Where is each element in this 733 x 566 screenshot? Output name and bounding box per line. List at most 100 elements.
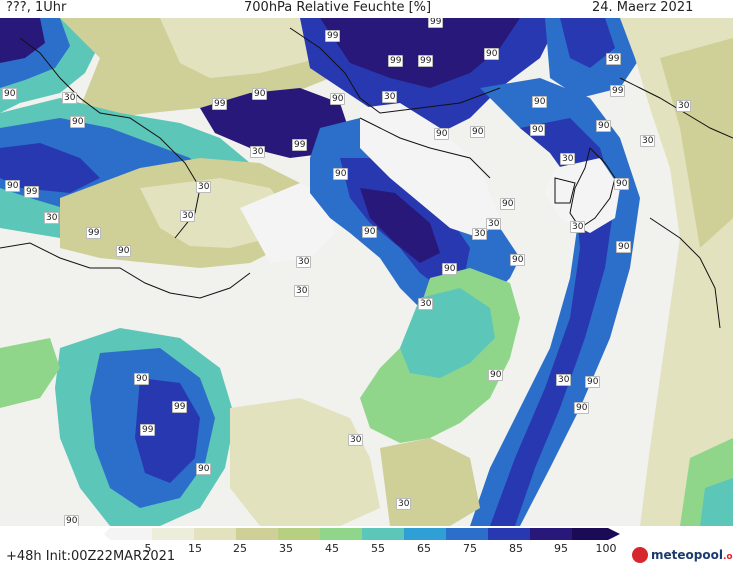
init-time-label: +48h Init:00Z22MAR2021 bbox=[6, 549, 176, 564]
contour-label: 90 bbox=[500, 198, 516, 210]
contour-label: 30 bbox=[348, 434, 364, 446]
humidity-region bbox=[230, 398, 380, 526]
contour-label: 90 bbox=[70, 116, 86, 128]
scale-swatch bbox=[446, 528, 488, 540]
contour-label: 90 bbox=[596, 120, 612, 132]
scale-tick: 75 bbox=[463, 542, 477, 555]
contour-label: 90 bbox=[614, 178, 630, 190]
color-scale-bar bbox=[104, 528, 620, 540]
humidity-field bbox=[0, 18, 733, 526]
scale-tick: 25 bbox=[233, 542, 247, 555]
scale-arrow-left bbox=[104, 528, 110, 540]
contour-label: 30 bbox=[296, 256, 312, 268]
contour-label: 90 bbox=[330, 93, 346, 105]
contour-label: 99 bbox=[325, 30, 341, 42]
contour-label: 30 bbox=[62, 92, 78, 104]
contour-label: 30 bbox=[560, 153, 576, 165]
humidity-region bbox=[660, 38, 733, 248]
contour-label: 30 bbox=[472, 228, 488, 240]
scale-swatch bbox=[362, 528, 404, 540]
scale-swatch bbox=[320, 528, 362, 540]
contour-label: 90 bbox=[134, 373, 150, 385]
contour-label: 30 bbox=[250, 146, 266, 158]
scale-swatch bbox=[152, 528, 194, 540]
humidity-region bbox=[700, 478, 733, 526]
contour-label: 90 bbox=[64, 515, 80, 526]
contour-label: 90 bbox=[616, 241, 632, 253]
humidity-region bbox=[560, 18, 615, 68]
contour-label: 99 bbox=[292, 139, 308, 151]
scale-tick: 85 bbox=[509, 542, 523, 555]
humidity-region bbox=[0, 338, 60, 408]
humidity-region bbox=[240, 183, 335, 263]
contour-label: 30 bbox=[196, 181, 212, 193]
contour-label: 90 bbox=[5, 180, 21, 192]
scale-swatch bbox=[488, 528, 530, 540]
valid-date: 24. Maerz 2021 bbox=[592, 0, 694, 15]
humidity-region bbox=[200, 88, 350, 158]
logo-text: meteopool.org bbox=[651, 548, 733, 562]
contour-label: 90 bbox=[196, 463, 212, 475]
humidity-region bbox=[400, 288, 495, 378]
contour-label: 99 bbox=[172, 401, 188, 413]
contour-label: 30 bbox=[556, 374, 572, 386]
contour-label: 30 bbox=[180, 210, 196, 222]
contour-label: 90 bbox=[488, 369, 504, 381]
scale-swatch bbox=[110, 528, 152, 540]
scale-tick: 55 bbox=[371, 542, 385, 555]
contour-label: 30 bbox=[294, 285, 310, 297]
model-run-label: ???, 1Uhr bbox=[6, 0, 67, 15]
contour-label: 90 bbox=[362, 226, 378, 238]
scale-swatch bbox=[194, 528, 236, 540]
contour-label: 30 bbox=[382, 91, 398, 103]
contour-label: 90 bbox=[442, 263, 458, 275]
contour-label: 30 bbox=[570, 221, 586, 233]
contour-label: 90 bbox=[574, 402, 590, 414]
contour-label: 30 bbox=[486, 218, 502, 230]
map-title: 700hPa Relative Feuchte [%] bbox=[244, 0, 432, 15]
contour-label: 90 bbox=[333, 168, 349, 180]
contour-label: 90 bbox=[532, 96, 548, 108]
humidity-region bbox=[360, 103, 500, 238]
contour-label: 99 bbox=[388, 55, 404, 67]
contour-label: 99 bbox=[418, 55, 434, 67]
coastlines bbox=[0, 27, 733, 329]
scale-tick: 95 bbox=[554, 542, 568, 555]
contour-label: 30 bbox=[396, 498, 412, 510]
contour-label: 30 bbox=[640, 135, 656, 147]
scale-tick: 5 bbox=[144, 542, 152, 555]
scale-tick: 100 bbox=[595, 542, 617, 555]
humidity-region bbox=[0, 143, 100, 193]
contour-label: 99 bbox=[140, 424, 156, 436]
contour-label: 90 bbox=[530, 124, 546, 136]
scale-tick: 15 bbox=[188, 542, 202, 555]
contour-label: 99 bbox=[610, 85, 626, 97]
contour-label: 90 bbox=[484, 48, 500, 60]
contour-label: 99 bbox=[606, 53, 622, 65]
scale-swatch bbox=[530, 528, 572, 540]
contour-label: 90 bbox=[2, 88, 18, 100]
scale-swatch bbox=[572, 528, 608, 540]
scale-swatch bbox=[278, 528, 320, 540]
legend-footer: 5 15 25 35 45 55 65 75 85 95 100 +48h In… bbox=[0, 526, 733, 566]
humidity-region bbox=[160, 18, 320, 78]
contour-label: 90 bbox=[510, 254, 526, 266]
humidity-map: 99 99 90 99 99 90 99 90 99 90 30 90 30 9… bbox=[0, 18, 733, 526]
contour-label: 90 bbox=[252, 88, 268, 100]
contour-label: 99 bbox=[212, 98, 228, 110]
humidity-region bbox=[320, 18, 520, 88]
contour-label: 30 bbox=[418, 298, 434, 310]
contour-label: 30 bbox=[44, 212, 60, 224]
contour-label: 99 bbox=[428, 18, 444, 28]
contour-label: 30 bbox=[676, 100, 692, 112]
humidity-region bbox=[360, 188, 440, 263]
scale-arrow-right bbox=[608, 528, 620, 540]
contour-label: 99 bbox=[24, 186, 40, 198]
scale-tick: 65 bbox=[417, 542, 431, 555]
humidity-region bbox=[545, 158, 620, 233]
logo-icon bbox=[632, 547, 648, 563]
contour-label: 99 bbox=[86, 227, 102, 239]
contour-label: 90 bbox=[470, 126, 486, 138]
contour-label: 90 bbox=[116, 245, 132, 257]
